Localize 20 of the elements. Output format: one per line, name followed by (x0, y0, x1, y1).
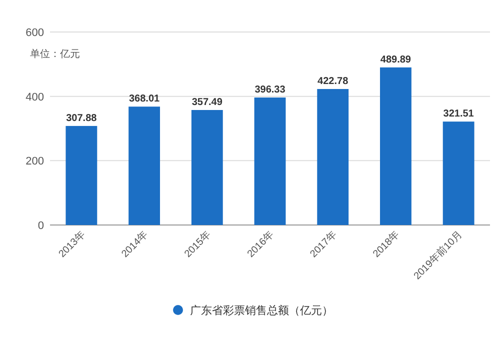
bar (380, 67, 412, 225)
data-label: 422.78 (318, 76, 349, 88)
y-tick-label: 200 (26, 156, 44, 168)
bar (191, 110, 223, 225)
bar (254, 98, 286, 225)
y-tick-label: 600 (26, 27, 44, 39)
data-label: 396.33 (254, 84, 286, 96)
legend-label: 广东省彩票销售总额（亿元） (190, 304, 333, 317)
y-tick-label: 0 (38, 220, 44, 232)
y-axis-title: 单位：亿元 (30, 48, 80, 60)
bar (317, 89, 349, 225)
bar (128, 106, 160, 225)
bar (66, 126, 98, 225)
data-label: 321.51 (443, 108, 474, 120)
bar (442, 122, 474, 225)
data-label: 489.89 (380, 54, 412, 66)
data-label: 357.49 (192, 97, 223, 108)
data-label: 307.88 (66, 112, 98, 124)
data-label: 368.01 (128, 94, 160, 105)
y-tick-label: 400 (26, 91, 44, 104)
